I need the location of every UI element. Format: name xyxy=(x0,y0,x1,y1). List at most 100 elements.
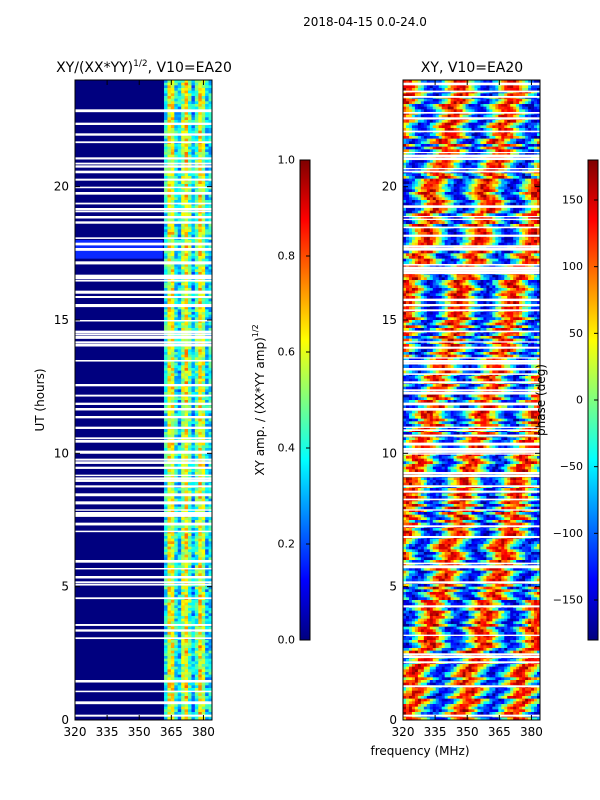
amplitude-cell xyxy=(177,600,182,603)
amplitude-cell xyxy=(208,120,212,123)
phase-cell xyxy=(414,162,419,166)
phase-cell xyxy=(489,93,493,97)
phase-cell xyxy=(405,104,410,107)
phase-cell xyxy=(525,93,529,97)
phase-cell xyxy=(513,80,517,83)
amplitude-cell xyxy=(177,696,182,699)
amplitude-cell xyxy=(170,197,175,201)
amplitude-cell xyxy=(198,533,203,537)
amplitude-cell xyxy=(184,610,189,614)
amplitude-cell xyxy=(208,282,212,286)
amplitude-cell xyxy=(188,272,192,275)
phase-cell xyxy=(465,98,469,102)
amplitude-cell xyxy=(177,213,182,217)
phase-cell xyxy=(492,133,496,137)
phase-cell xyxy=(480,160,484,163)
phase-cell xyxy=(447,125,451,129)
amplitude-cell xyxy=(181,541,185,545)
amplitude-cell xyxy=(191,554,196,558)
phase-cell xyxy=(441,133,445,137)
phase-cell xyxy=(447,146,451,150)
phase-cell xyxy=(414,141,419,145)
amplitude-cell xyxy=(184,112,189,115)
amplitude-cell xyxy=(184,520,189,523)
amplitude-cell xyxy=(181,661,185,665)
phase-cell xyxy=(453,109,457,113)
amplitude-cell xyxy=(201,490,206,494)
amplitude-cell xyxy=(184,602,189,606)
amplitude-cell xyxy=(205,125,209,129)
phase-cell xyxy=(453,101,457,105)
amplitude-cell xyxy=(177,565,182,569)
phase-cell xyxy=(426,101,431,105)
amplitude-cell xyxy=(181,536,185,539)
amplitude-cell xyxy=(167,602,172,606)
amplitude-cell xyxy=(174,293,179,297)
amplitude-cell xyxy=(188,578,192,582)
amplitude-cell xyxy=(201,618,206,622)
amplitude-cell xyxy=(184,365,189,369)
amplitude-cell xyxy=(184,226,189,230)
amplitude-cell xyxy=(184,616,189,619)
amplitude-cell xyxy=(184,88,189,91)
phase-cell xyxy=(483,120,487,123)
amplitude-cell xyxy=(167,536,172,539)
phase-cell xyxy=(462,80,466,83)
amplitude-cell xyxy=(188,189,192,193)
phase-cell xyxy=(495,133,499,137)
colorbar-tick-label: 0.2 xyxy=(278,538,296,551)
amplitude-cell xyxy=(177,96,182,99)
amplitude-cell xyxy=(191,317,196,321)
amplitude-cell xyxy=(188,112,192,115)
amplitude-cell xyxy=(170,413,175,417)
amplitude-cell xyxy=(164,488,168,491)
phase-cell xyxy=(477,104,481,107)
amplitude-cell xyxy=(181,194,185,198)
phase-cell xyxy=(483,80,487,83)
amplitude-cell xyxy=(177,381,182,385)
amplitude-cell xyxy=(184,706,189,710)
amplitude-cell xyxy=(208,517,212,521)
amplitude-cell xyxy=(191,605,196,609)
amplitude-cell xyxy=(177,312,182,315)
amplitude-cell xyxy=(181,453,185,457)
amplitude-cell xyxy=(167,264,172,267)
amplitude-cell xyxy=(208,664,212,667)
amplitude-cell xyxy=(184,648,189,651)
amplitude-cell xyxy=(205,322,209,326)
phase-cell xyxy=(504,141,508,145)
amplitude-cell xyxy=(174,160,179,163)
amplitude-cell xyxy=(167,376,172,379)
amplitude-cell xyxy=(191,616,196,619)
phase-cell xyxy=(474,152,478,155)
phase-cell xyxy=(438,149,443,153)
amplitude-cell xyxy=(208,93,212,97)
phase-cell xyxy=(474,106,478,110)
phase-cell xyxy=(510,165,514,169)
phase-cell xyxy=(531,149,535,153)
amplitude-cell xyxy=(164,421,168,425)
amplitude-cell xyxy=(205,376,209,379)
amplitude-cell xyxy=(170,232,175,235)
phase-cell xyxy=(462,85,466,89)
amplitude-cell xyxy=(205,194,209,198)
amplitude-cell xyxy=(188,149,192,153)
amplitude-cell xyxy=(164,568,168,571)
amplitude-cell xyxy=(205,621,209,625)
amplitude-cell xyxy=(184,309,189,313)
phase-cell xyxy=(507,162,511,166)
amplitude-cell xyxy=(167,565,172,569)
amplitude-cell xyxy=(164,301,168,305)
amplitude-cell xyxy=(205,317,209,321)
amplitude-cell xyxy=(205,693,209,697)
amplitude-cell xyxy=(205,528,209,531)
amplitude-cell xyxy=(177,613,182,617)
phase-cell xyxy=(480,162,484,166)
amplitude-cell xyxy=(198,674,203,678)
amplitude-cell xyxy=(191,592,196,595)
phase-cell xyxy=(420,160,425,163)
amplitude-cell xyxy=(177,634,182,638)
phase-cell xyxy=(450,88,454,91)
amplitude-cell xyxy=(167,205,172,209)
amplitude-cell xyxy=(170,677,175,681)
